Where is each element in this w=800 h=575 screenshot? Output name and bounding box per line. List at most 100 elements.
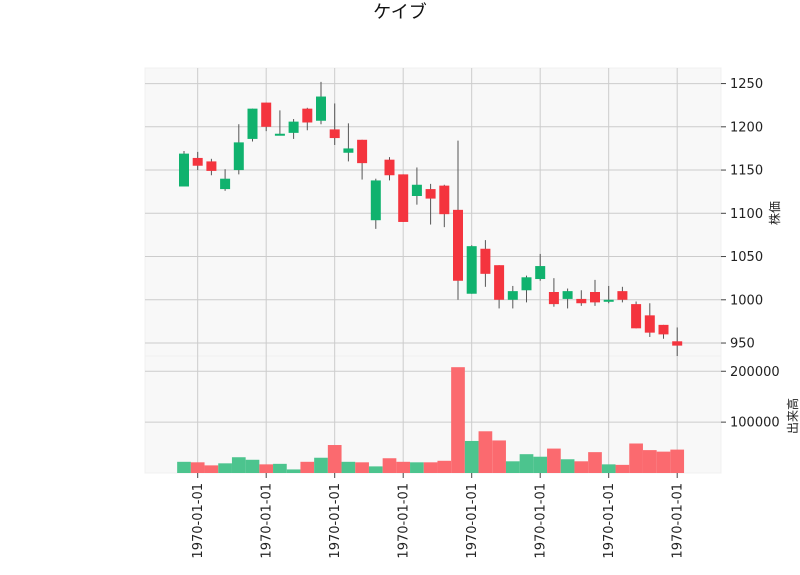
volume-bar — [300, 461, 315, 473]
candle-body — [535, 266, 546, 280]
candle-body — [562, 291, 573, 299]
date-tick-label: 1970-01-01 — [328, 483, 343, 559]
candle-body — [521, 277, 532, 291]
candles — [179, 81, 683, 356]
candle-body — [494, 265, 505, 300]
volume-bar — [190, 462, 205, 473]
volume-bar — [368, 466, 383, 473]
candle-body — [644, 315, 655, 333]
price-tick-label: 1000 — [730, 293, 763, 308]
candle-body — [274, 133, 285, 136]
volume-bar — [231, 457, 246, 473]
candle-body — [548, 292, 559, 305]
candle-body — [192, 157, 203, 166]
volume-bar — [642, 450, 657, 473]
volume-bar — [245, 459, 260, 473]
volume-bar — [437, 460, 452, 473]
volume-bar — [273, 463, 287, 473]
price-tick-label: 1250 — [730, 77, 763, 92]
volume-bar — [478, 431, 493, 473]
volume-bar — [204, 465, 219, 473]
price-tick-label: 950 — [730, 337, 755, 352]
price-axis: 950 1000 1050 1100 1150 1200 1250 — [721, 77, 763, 352]
date-tick-label: 1970-01-01 — [397, 483, 412, 559]
volume-axis: 100000 200000 — [721, 365, 780, 431]
candle-body — [179, 153, 189, 187]
volume-bar — [574, 461, 589, 473]
candle-body — [302, 108, 313, 123]
volume-panel-background — [144, 355, 722, 474]
price-tick-label: 1050 — [730, 250, 763, 265]
volume-tick-label: 200000 — [730, 365, 780, 380]
candle-body — [206, 161, 217, 171]
price-axis-label: 株価 — [767, 201, 782, 225]
volume-bar — [341, 461, 356, 473]
candle-body — [453, 209, 463, 281]
chart-title: ケイブ — [373, 1, 427, 23]
volume-bar — [670, 449, 685, 473]
candle-body — [233, 142, 244, 171]
candle-body — [370, 180, 381, 221]
date-tick-label: 1970-01-01 — [465, 483, 480, 559]
candle-body — [411, 184, 422, 196]
volume-bar — [492, 440, 506, 473]
date-tick-label: 1970-01-01 — [602, 483, 617, 559]
volume-tick-label: 100000 — [730, 416, 780, 431]
volume-bars — [177, 367, 685, 473]
date-tick-label: 1970-01-01 — [191, 483, 206, 559]
candle-body — [220, 178, 231, 190]
volume-bar — [519, 454, 534, 473]
volume-bar — [177, 461, 191, 473]
candle-body — [247, 108, 258, 139]
volume-bar — [314, 457, 328, 473]
volume-bar — [286, 469, 301, 473]
date-tick-label: 1970-01-01 — [260, 483, 275, 559]
candle-body — [672, 341, 683, 346]
candle-body — [357, 139, 368, 164]
candle-body — [316, 96, 326, 121]
candle-body — [398, 174, 409, 222]
volume-bar — [656, 451, 671, 473]
candle-body — [658, 324, 669, 335]
price-tick-label: 1150 — [730, 164, 763, 179]
volume-bar — [588, 452, 602, 473]
volume-bar — [355, 462, 369, 473]
volume-bar — [505, 461, 520, 473]
candle-body — [288, 121, 299, 133]
price-tick-label: 1100 — [730, 207, 763, 222]
candle-body — [384, 159, 395, 176]
volume-bar — [560, 459, 575, 473]
volume-axis-label: 出来高 — [785, 398, 800, 434]
candle-body — [261, 102, 272, 127]
volume-bar — [547, 448, 561, 473]
grid-lines — [145, 68, 721, 473]
candle-body — [631, 304, 642, 329]
price-tick-label: 1200 — [730, 120, 763, 135]
candle-body — [507, 291, 518, 300]
candle-body — [329, 129, 340, 139]
volume-bar — [327, 445, 342, 473]
candle-body — [343, 148, 354, 153]
candle-body — [603, 299, 614, 302]
date-tick-label: 1970-01-01 — [671, 483, 686, 559]
volume-bar — [410, 462, 424, 473]
candle-body — [617, 291, 628, 300]
volume-bar — [464, 440, 479, 473]
volume-bar — [451, 367, 465, 473]
candle-body — [576, 298, 587, 304]
candle-body — [466, 246, 477, 294]
date-tick-label: 1970-01-01 — [534, 483, 549, 559]
volume-bar — [396, 461, 411, 473]
volume-bar — [533, 456, 548, 473]
volume-bar — [423, 462, 438, 473]
candle-body — [480, 248, 491, 274]
candle-body — [425, 189, 436, 199]
volume-bar — [601, 464, 616, 473]
volume-bar — [259, 464, 274, 473]
volume-bar — [382, 458, 397, 473]
date-axis: 1970-01-01 1970-01-01 1970-01-01 1970-01-01… — [191, 473, 686, 559]
candle-body — [439, 185, 450, 215]
volume-bar — [629, 443, 643, 473]
price-panel-background — [144, 67, 722, 357]
